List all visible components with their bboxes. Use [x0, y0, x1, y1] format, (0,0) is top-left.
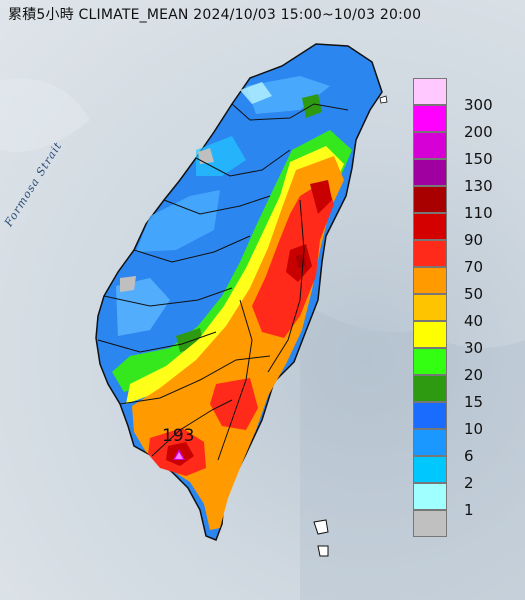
legend-swatch: [413, 294, 447, 321]
county-boundary: [217, 299, 253, 461]
legend-label: 30: [464, 339, 484, 357]
legend-swatch: [413, 429, 447, 456]
legend-label: 15: [464, 393, 484, 411]
sea-texture: [0, 78, 90, 152]
marker-inner: [175, 452, 183, 459]
rain-zone-2: [196, 136, 246, 176]
legend-label: 200: [464, 123, 493, 141]
max-rain-value: 193: [162, 426, 195, 446]
rain-zone-15: [302, 94, 322, 118]
legend-swatch: [413, 105, 447, 132]
legend-label: 20: [464, 366, 484, 384]
county-boundary: [97, 331, 217, 353]
legend-swatch: [413, 78, 447, 105]
max-rain-station-marker-icon[interactable]: [173, 449, 185, 460]
legend-label: 70: [464, 258, 484, 276]
legend-swatch: [413, 402, 447, 429]
county-boundary: [267, 199, 305, 373]
legend-swatch: [413, 348, 447, 375]
legend-swatch: [413, 321, 447, 348]
legend-label: 2: [464, 474, 474, 492]
turtle-island: [379, 95, 388, 104]
legend-swatch: [413, 159, 447, 186]
legend-label: 10: [464, 420, 484, 438]
legend-label: 40: [464, 312, 484, 330]
legend-label: 130: [464, 177, 493, 195]
green-island: [313, 519, 329, 535]
orchid-island: [317, 545, 329, 557]
rain-zone-6: [116, 278, 170, 336]
legend-label: 150: [464, 150, 493, 168]
sea-texture: [300, 300, 525, 600]
legend-label: 90: [464, 231, 484, 249]
county-boundary: [151, 399, 233, 457]
county-boundary: [231, 103, 349, 121]
legend-swatch: [413, 483, 447, 510]
rain-zone-6: [246, 76, 330, 114]
legend-swatch: [413, 213, 447, 240]
rain-zone-70: [210, 378, 258, 430]
legend-swatch: [413, 456, 447, 483]
legend-swatch: [413, 186, 447, 213]
legend-label: 50: [464, 285, 484, 303]
county-boundary: [133, 235, 251, 263]
rain-zone-none: [198, 148, 214, 164]
legend-swatch: [413, 132, 447, 159]
map-title: 累積5小時 CLIMATE_MEAN 2024/10/03 15:00~10/0…: [8, 7, 422, 23]
county-boundary: [163, 195, 271, 215]
legend-swatch: [413, 240, 447, 267]
county-boundary: [119, 355, 271, 405]
legend-label: 300: [464, 96, 493, 114]
rain-zone-90: [310, 180, 332, 214]
county-boundary: [195, 149, 291, 177]
legend-label: 6: [464, 447, 474, 465]
legend-swatch: [413, 510, 447, 537]
county-boundary: [103, 287, 233, 307]
rain-zone-none: [120, 276, 136, 292]
legend-swatch: [413, 267, 447, 294]
rain-zone-1: [240, 82, 272, 104]
legend-swatch: [413, 375, 447, 402]
rain-zone-6: [136, 190, 220, 252]
legend-label: 1: [464, 501, 474, 519]
legend-label: 110: [464, 204, 493, 222]
county-boundaries: [97, 103, 349, 461]
